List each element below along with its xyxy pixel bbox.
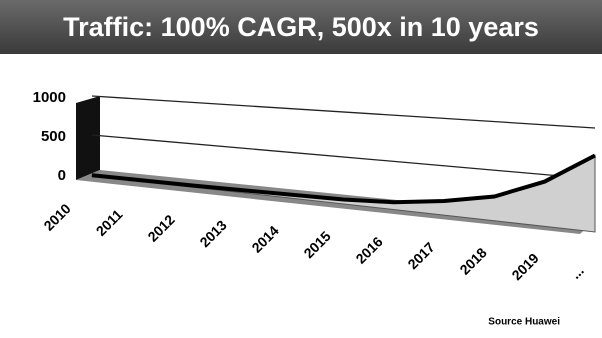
y-tick-label: 1000 <box>33 89 66 106</box>
x-tick-label: 2016 <box>352 233 385 266</box>
x-tick-label: 2012 <box>144 211 177 244</box>
x-tick-label: 2019 <box>508 250 541 283</box>
x-tick-label: ... <box>567 262 587 282</box>
x-tick-label: 2015 <box>300 228 333 261</box>
y-tick-label: 500 <box>41 128 66 145</box>
x-tick-label: 2018 <box>456 244 489 277</box>
x-tick-label: 2010 <box>40 200 73 233</box>
left-wall <box>76 96 100 180</box>
x-tick-label: 2011 <box>93 206 126 239</box>
grid-line <box>91 134 596 180</box>
x-tick-label: 2017 <box>404 239 437 272</box>
x-tick-label: 2014 <box>248 222 281 255</box>
source-note: Source Huawei <box>488 317 560 328</box>
x-tick-label: 2013 <box>196 217 229 250</box>
area-line <box>91 153 596 205</box>
chart-title: Traffic: 100% CAGR, 500x in 10 years <box>63 12 539 42</box>
y-tick-label: 0 <box>58 167 66 184</box>
title-bar <box>0 0 602 54</box>
grid-line <box>91 95 596 129</box>
